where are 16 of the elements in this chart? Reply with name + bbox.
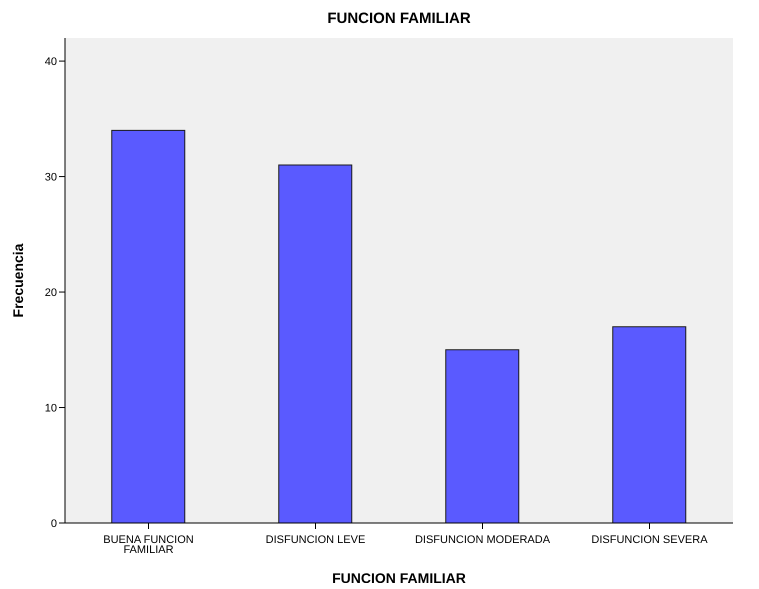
x-tick-label: BUENA FUNCION FAMILIAR [103,534,194,556]
x-tick-label: DISFUNCION LEVE [266,534,366,546]
y-tick-label: 10 [44,402,57,414]
x-tick-label: DISFUNCION SEVERA [591,534,708,546]
bar [445,349,520,523]
y-tick-label: 30 [44,171,57,184]
x-tick-label: DISFUNCION MODERADA [414,534,551,546]
y-tick-label: 40 [44,56,57,68]
chart-title: FUNCION FAMILIAR [326,10,472,27]
bar [612,326,686,523]
bar [278,164,352,523]
y-axis-title: Frecuencia [10,243,26,318]
y-tick-label: 20 [44,286,57,299]
bar [111,130,186,523]
x-axis-title: FUNCION FAMILIAR [332,570,466,586]
y-tick-label: 0 [50,518,57,530]
